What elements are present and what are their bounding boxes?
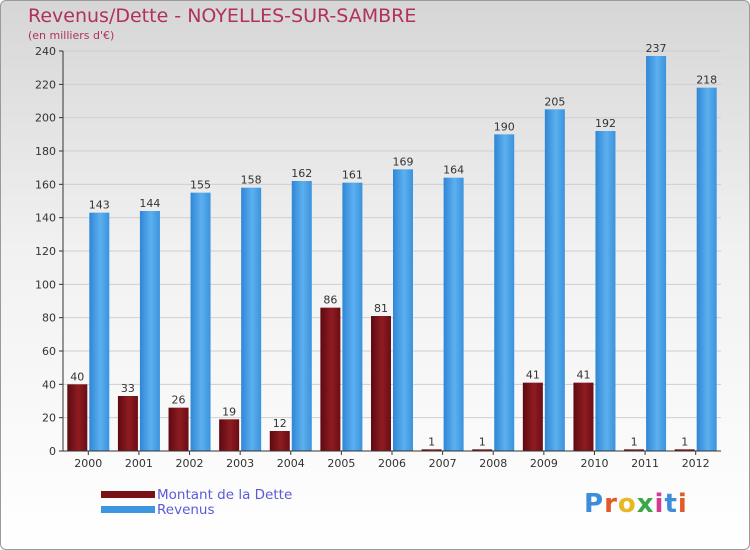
data-label: 144: [139, 197, 160, 210]
logo-letter: o: [617, 489, 637, 519]
x-tick-label: 2011: [631, 457, 659, 470]
y-tick-label: 220: [35, 78, 56, 91]
bar-revenus: [291, 181, 312, 451]
y-tick-label: 60: [42, 345, 56, 358]
bar-revenus: [595, 131, 616, 451]
x-tick-label: 2001: [125, 457, 153, 470]
y-tick-label: 160: [35, 178, 56, 191]
data-label: 190: [494, 120, 515, 133]
bar-dette: [573, 382, 594, 451]
x-tick-label: 2010: [580, 457, 608, 470]
bar-dette: [117, 396, 138, 451]
y-tick-label: 20: [42, 412, 56, 425]
logo-letter: r: [604, 489, 618, 519]
y-tick-label: 120: [35, 245, 56, 258]
data-label: 158: [241, 174, 262, 187]
logo-letter: P: [584, 489, 605, 519]
legend-item-dette: Montant de la Dette: [101, 486, 293, 503]
data-label: 169: [393, 155, 414, 168]
y-tick-label: 40: [42, 378, 56, 391]
data-label: 205: [544, 95, 565, 108]
bar-revenus: [190, 192, 211, 451]
bar-dette: [168, 407, 189, 451]
data-label: 161: [342, 169, 363, 182]
logo-letter: x: [636, 489, 655, 519]
bar-dette: [67, 384, 88, 451]
legend-label-revenus: Revenus: [157, 501, 215, 518]
logo-letter: i: [677, 489, 688, 519]
logo-letter: i: [654, 489, 665, 519]
data-label: 1: [428, 435, 435, 448]
bar-dette: [371, 316, 391, 451]
bar-revenus: [696, 87, 717, 452]
bar-dette: [624, 449, 645, 451]
bar-dette: [674, 449, 695, 451]
data-label: 143: [89, 199, 110, 212]
bar-revenus: [646, 56, 667, 451]
bar-revenus: [89, 212, 110, 451]
x-tick-label: 2007: [429, 457, 457, 470]
legend-item-revenus: Revenus: [101, 501, 292, 518]
y-tick-label: 240: [35, 45, 56, 58]
bar-revenus: [393, 169, 413, 452]
legend-label-dette: Montant de la Dette: [157, 486, 293, 503]
x-tick-label: 2008: [479, 457, 507, 470]
legend: Montant de la Dette Revenus: [101, 486, 293, 518]
proxiti-logo: Proxiti: [584, 489, 688, 519]
x-tick-label: 2003: [226, 457, 254, 470]
logo-letter: t: [664, 489, 678, 519]
bar-dette: [219, 419, 240, 451]
chart-title: Revenus/Dette - NOYELLES-SUR-SAMBRE: [28, 5, 417, 27]
bar-revenus: [241, 187, 262, 451]
data-label: 237: [646, 42, 667, 55]
data-label: 81: [374, 302, 388, 315]
data-label: 218: [696, 74, 717, 87]
y-tick-label: 140: [35, 212, 56, 225]
data-label: 1: [631, 435, 638, 448]
data-label: 86: [323, 294, 337, 307]
bar-revenus: [139, 211, 160, 451]
data-label: 40: [70, 370, 84, 383]
data-label: 26: [172, 394, 186, 407]
x-tick-label: 2009: [530, 457, 558, 470]
data-label: 41: [526, 369, 540, 382]
data-label: 164: [443, 164, 464, 177]
data-label: 192: [595, 117, 616, 130]
x-tick-label: 2005: [327, 457, 355, 470]
x-tick-label: 2002: [176, 457, 204, 470]
bar-dette: [320, 307, 341, 451]
x-tick-label: 2004: [277, 457, 305, 470]
bar-revenus: [494, 134, 515, 452]
bar-dette: [522, 382, 543, 451]
data-label: 1: [681, 435, 688, 448]
data-label: 19: [222, 405, 236, 418]
data-label: 33: [121, 382, 135, 395]
x-tick-label: 2006: [378, 457, 406, 470]
bar-revenus: [342, 182, 363, 451]
bar-revenus: [544, 109, 565, 451]
data-label: 155: [190, 179, 211, 192]
y-tick-label: 80: [42, 312, 56, 325]
legend-swatch-revenus: [101, 506, 155, 513]
data-label: 41: [576, 369, 590, 382]
y-tick-label: 180: [35, 145, 56, 158]
data-label: 12: [273, 417, 287, 430]
x-tick-label: 2012: [682, 457, 710, 470]
y-tick-label: 200: [35, 112, 56, 125]
y-tick-label: 0: [49, 445, 56, 458]
x-tick-label: 2000: [74, 457, 102, 470]
bar-dette: [421, 449, 442, 451]
y-tick-label: 100: [35, 278, 56, 291]
bar-dette: [472, 449, 493, 451]
legend-swatch-dette: [101, 491, 155, 498]
data-label: 162: [291, 167, 312, 180]
bar-dette: [269, 431, 290, 451]
chart-subtitle: (en milliers d'€): [28, 29, 115, 42]
data-label: 1: [479, 435, 486, 448]
bar-revenus: [443, 177, 464, 451]
